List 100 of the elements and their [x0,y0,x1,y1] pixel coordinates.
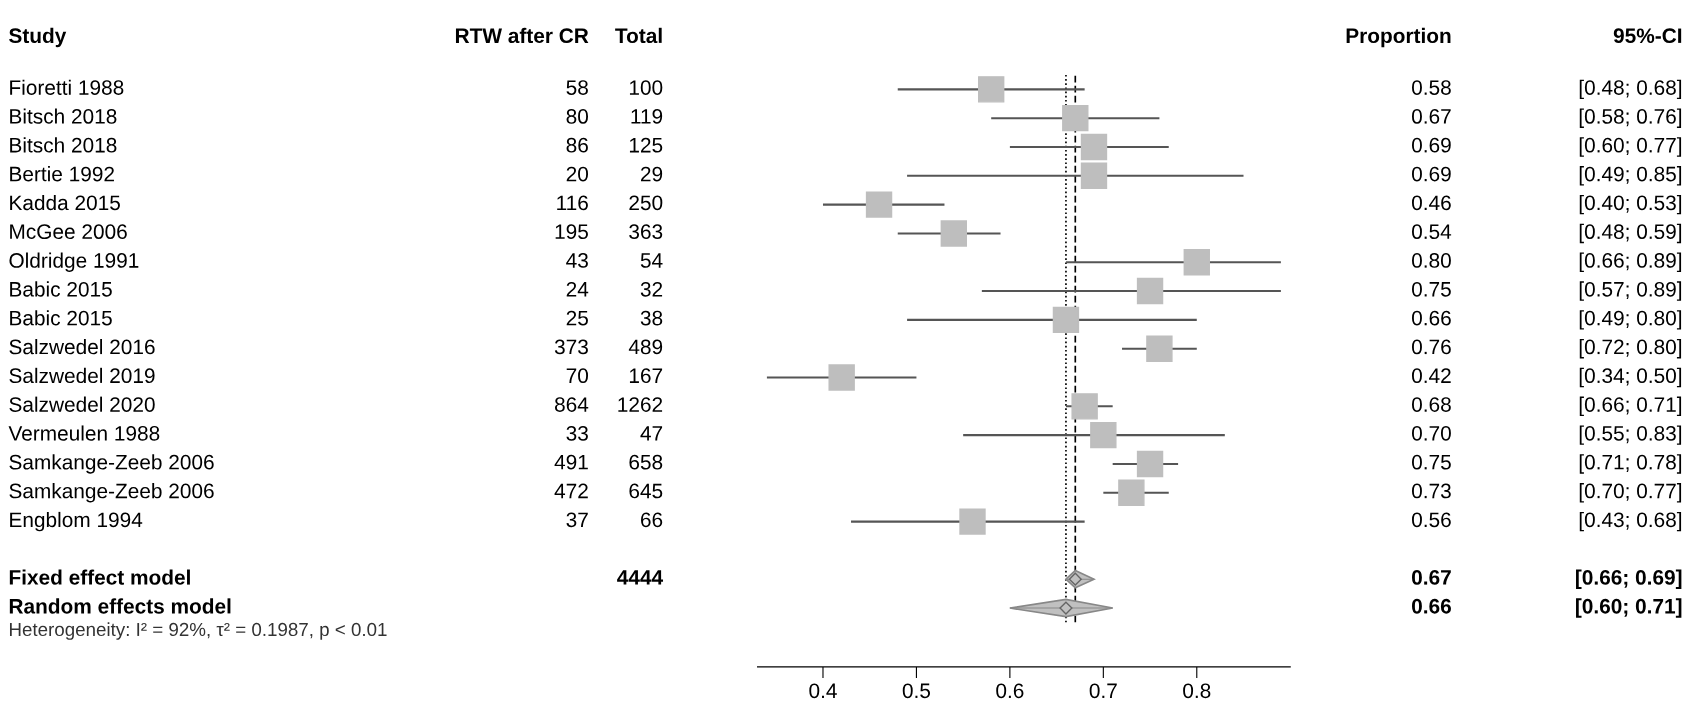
text: 29 [641,166,663,182]
text: 491 [554,454,588,470]
text: 4444 [617,570,664,585]
text: [0.40; 0.53] [1579,194,1682,215]
point [828,364,855,391]
text: 0.75 [1411,281,1451,297]
category-label: Engblom 1994 [10,511,143,532]
text: 363 [629,224,663,240]
x-tick-label: 0.6 [996,683,1024,699]
point [1062,104,1089,132]
point [1052,306,1080,334]
text: 43 [566,253,588,268]
text: [0.60; 0.77] [1579,137,1682,157]
text: 54 [640,253,663,268]
text: 47 [640,426,663,441]
category-label: Fixed effect model [9,569,190,585]
category-label: Kadda 2015 [10,194,120,211]
text: 0.76 [1411,339,1451,355]
category-label: 95%-CI [1613,28,1682,44]
text: Heterogeneity: I² = 92%, τ² = 0.1987, p < 0.01 [9,622,387,640]
category-label: Bertie 1992 [10,166,114,182]
text: [0.48; 0.68] [1579,79,1682,100]
text: 116 [557,195,588,211]
text: [0.70; 0.77] [1579,483,1682,503]
x-tick-label: 0.5 [902,683,931,699]
text: 0.66 [1412,598,1451,614]
category-label: Samkange-Zeeb 2006 [9,454,214,474]
point [1090,421,1117,449]
text: 472 [554,483,588,499]
text: 38 [640,310,663,326]
text: 24 [566,281,589,297]
text: 25 [566,310,588,326]
text: 864 [554,397,589,412]
point [1080,133,1108,161]
text: 658 [629,454,663,470]
text: 250 [629,195,663,211]
text: [0.72; 0.80] [1579,338,1682,359]
text: 0.42 [1411,368,1451,384]
text: [0.57; 0.89] [1579,281,1682,301]
point [1118,479,1145,506]
text: 58 [566,80,588,95]
point [1080,162,1108,190]
text: [0.49; 0.85] [1579,166,1682,186]
text: [0.66; 0.89] [1579,252,1682,272]
text: 80 [566,109,589,124]
category-label: Total [615,27,662,44]
category-label: Salzwedel 2019 [9,367,155,384]
text: [0.34; 0.50] [1579,367,1682,388]
text: 0.67 [1411,109,1451,124]
text: 125 [629,137,663,153]
text: 0.75 [1411,454,1451,470]
point [1071,393,1098,420]
text: 66 [641,512,663,528]
point [865,191,893,218]
text: 489 [628,339,663,355]
category-label: Oldridge 1991 [9,252,139,272]
category-label: Proportion [1346,27,1451,48]
text: 70 [566,368,589,384]
point [959,508,986,535]
category-label: Study [9,27,67,48]
text: 0.54 [1411,224,1452,240]
text: [0.71; 0.78] [1579,454,1682,474]
category-label: RTW after CR [455,27,589,44]
text: 0.46 [1411,195,1451,211]
text: [0.43; 0.68] [1579,511,1682,532]
category-label: Fioretti 1988 [10,79,124,95]
text: [0.55; 0.83] [1579,425,1682,445]
text: [0.58; 0.76] [1579,108,1682,128]
text: 373 [554,339,588,355]
category-label: Salzwedel 2020 [9,396,155,412]
point [1136,450,1164,478]
text: [0.66; 0.71] [1579,396,1682,417]
point [977,76,1005,103]
point [1059,601,1073,615]
text: 86 [566,137,588,153]
text: 37 [566,512,588,528]
text: 20 [566,166,589,182]
text: 1262 [618,397,663,412]
x-tick-label: 0.8 [1183,683,1211,699]
text: 100 [629,80,663,95]
x-tick-label: 0.7 [1089,683,1117,699]
text: [0.66; 0.69] [1576,569,1682,589]
x-tick-label: 0.4 [809,683,837,699]
category-label: Random effects model [9,598,231,614]
text: 0.69 [1411,166,1451,182]
text: 0.58 [1411,80,1451,95]
category-label: Samkange-Zeeb 2006 [9,483,214,503]
text: 0.66 [1411,310,1451,326]
category-label: Bitsch 2018 [10,137,117,153]
text: [0.60; 0.71] [1576,598,1682,618]
text: 0.56 [1411,512,1451,528]
point [1183,249,1210,276]
text: 33 [566,425,588,441]
category-label: Bitsch 2018 [10,108,117,124]
category-label: McGee 2006 [10,224,127,240]
text: [0.48; 0.59] [1579,223,1682,244]
text: 195 [555,224,588,240]
text: 167 [629,368,663,384]
text: [0.49; 0.80] [1579,310,1682,330]
point [1136,277,1164,305]
